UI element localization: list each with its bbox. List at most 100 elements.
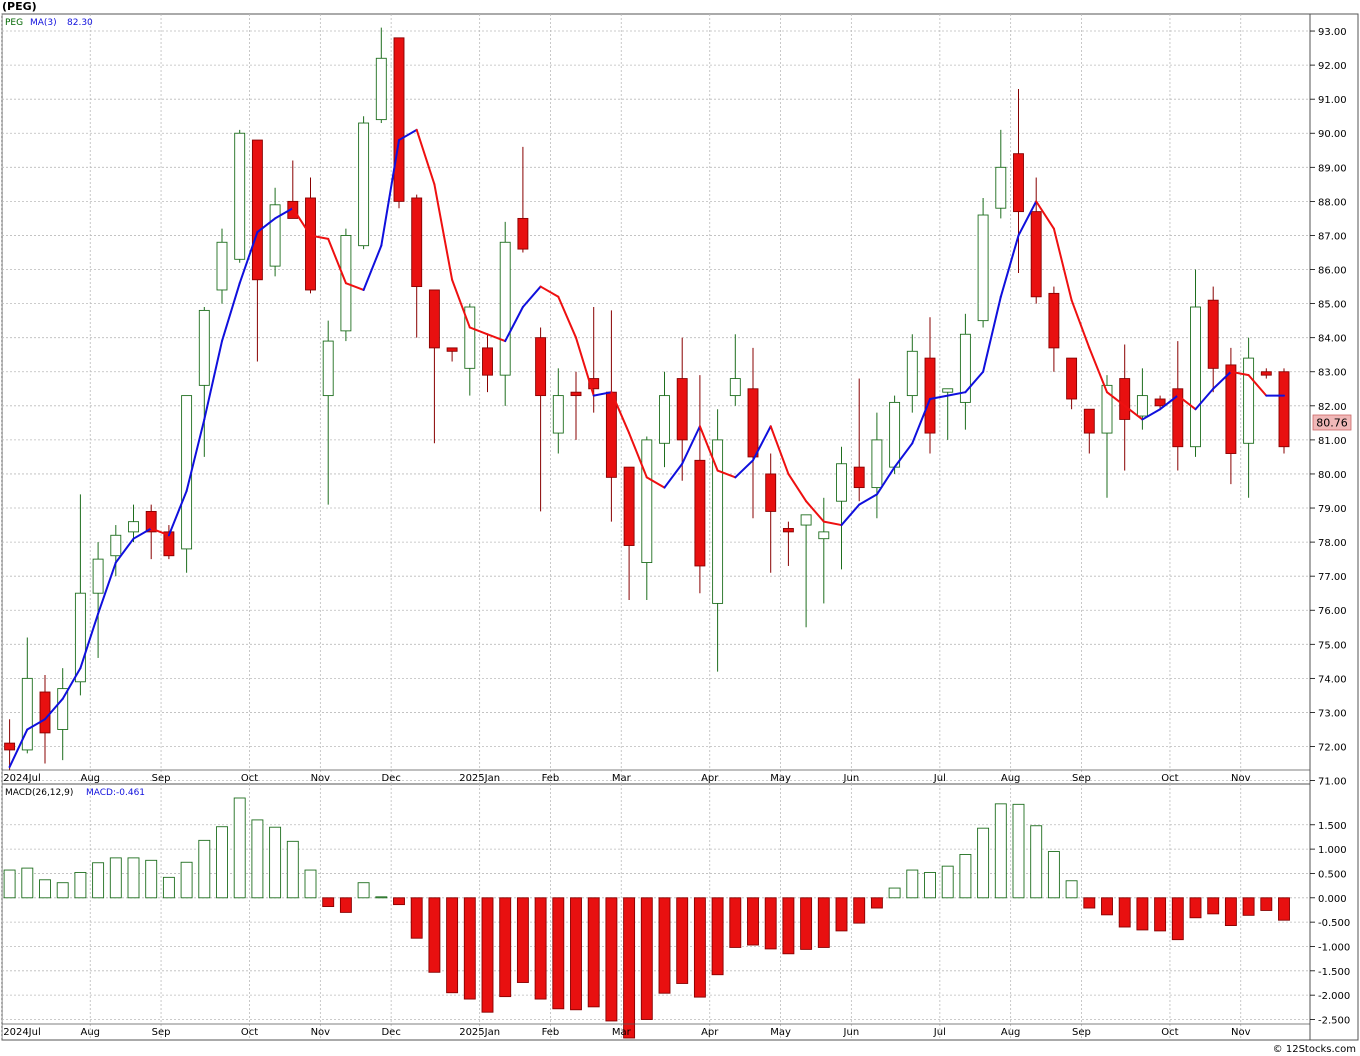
candle-up xyxy=(818,497,830,604)
macd-bar-negative xyxy=(605,897,618,1022)
ma-segment xyxy=(1052,227,1073,302)
price-tick-label: 88.00 xyxy=(1318,197,1347,208)
candle-body xyxy=(889,401,901,468)
candle-down xyxy=(411,194,423,338)
candle-body xyxy=(765,473,777,512)
candle-body xyxy=(499,241,511,376)
macd-bar-negative xyxy=(1154,897,1167,932)
price-tick-label: 86.00 xyxy=(1318,266,1347,277)
ma-segment xyxy=(61,667,82,700)
ma-segment xyxy=(734,459,754,479)
candle-body xyxy=(234,132,246,260)
ma-segment xyxy=(964,370,985,394)
ma-segment xyxy=(309,234,330,240)
macd-legend-label: MACD(26,12,9) xyxy=(5,788,73,798)
ma-segment xyxy=(398,128,418,142)
macd-bar-positive xyxy=(233,797,246,899)
candle-body xyxy=(1066,357,1078,400)
candle-down xyxy=(782,521,794,566)
month-label: Aug xyxy=(80,773,100,784)
macd-bar-negative xyxy=(570,897,582,1011)
price-tick-label: 84.00 xyxy=(1318,334,1347,345)
month-label: Dec xyxy=(381,773,400,784)
candle-body xyxy=(269,204,281,267)
month-label: Feb xyxy=(542,1027,560,1038)
macd-bar-negative xyxy=(747,897,759,946)
ma-segment xyxy=(1176,394,1197,411)
ma-segment xyxy=(663,462,684,489)
candle-body xyxy=(729,378,741,397)
candle-up xyxy=(92,542,104,658)
macd-bar-negative xyxy=(658,897,671,994)
candle-down xyxy=(1048,286,1060,372)
candle-body xyxy=(39,691,51,734)
ma-segment xyxy=(114,537,135,564)
candle-body xyxy=(552,395,564,434)
month-label: 2025Jan xyxy=(459,773,500,784)
candle-up xyxy=(659,371,670,468)
month-label: Oct xyxy=(241,773,258,784)
month-label: Apr xyxy=(701,1027,719,1038)
month-label: Oct xyxy=(241,1027,258,1038)
candle-down xyxy=(145,504,157,560)
candle-body xyxy=(1172,388,1184,448)
ma-segment xyxy=(1229,370,1250,377)
ma-segment xyxy=(1159,394,1179,411)
candle-body xyxy=(163,531,175,557)
candle-down xyxy=(1207,286,1219,393)
ma-segment xyxy=(26,718,46,731)
macd-bar-positive xyxy=(941,865,954,899)
candle-body xyxy=(871,439,883,489)
candle-down xyxy=(1260,368,1272,379)
candle-up xyxy=(1243,337,1255,498)
candle-body xyxy=(623,466,635,546)
axis-labels: 71.00 72.00 73.00 74.00 75.00 76.00 77.00 78.00… xyxy=(2,27,1350,1038)
right-axis-area xyxy=(1309,13,1359,1041)
ma-segment xyxy=(752,425,772,462)
macd-bar-negative xyxy=(1260,897,1273,911)
candle-down xyxy=(482,334,493,393)
macd-bar-negative xyxy=(1136,897,1149,931)
ma-segment xyxy=(8,728,29,768)
month-label: Jul xyxy=(933,1027,946,1038)
macd-bar-positive xyxy=(109,857,122,899)
ma-segment xyxy=(327,237,347,285)
candle-down xyxy=(1172,341,1184,471)
ma-segment xyxy=(238,231,259,285)
ma-segment xyxy=(840,503,861,527)
month-label: Jun xyxy=(843,1027,860,1038)
candle-down xyxy=(694,375,706,594)
candle-up xyxy=(942,388,954,440)
ma-segment xyxy=(929,394,949,400)
candle-down xyxy=(1066,357,1078,410)
ma-segment xyxy=(1194,387,1215,411)
macd-bar-positive xyxy=(251,819,264,899)
macd-bar-positive xyxy=(357,882,370,899)
macd-bar-negative xyxy=(1278,897,1290,921)
ma-segment xyxy=(504,306,524,343)
month-label: Sep xyxy=(152,773,171,784)
ma-segment xyxy=(203,340,223,421)
candle-up xyxy=(959,313,971,430)
macd-bar-positive xyxy=(198,839,211,899)
macd-bar-negative xyxy=(853,897,866,924)
candle-down xyxy=(570,371,582,440)
month-label: Jun xyxy=(843,773,860,784)
ma-segment xyxy=(999,234,1020,298)
price-tick-label: 80.00 xyxy=(1318,470,1347,481)
candle-down xyxy=(747,347,759,519)
candle-up xyxy=(1190,269,1201,457)
grid-lines xyxy=(1,14,1310,1040)
candle-down xyxy=(517,146,529,253)
macd-bar-negative xyxy=(339,897,352,913)
price-panel-frame xyxy=(1,13,1311,785)
ma-segment xyxy=(1017,200,1038,237)
candle-body xyxy=(428,289,440,349)
candle-up xyxy=(1101,375,1113,498)
macd-bar-negative xyxy=(870,897,883,909)
ma-segment xyxy=(415,128,436,186)
candle-body xyxy=(198,309,210,386)
candle-body xyxy=(358,122,370,247)
macd-bar-positive xyxy=(1030,825,1043,899)
